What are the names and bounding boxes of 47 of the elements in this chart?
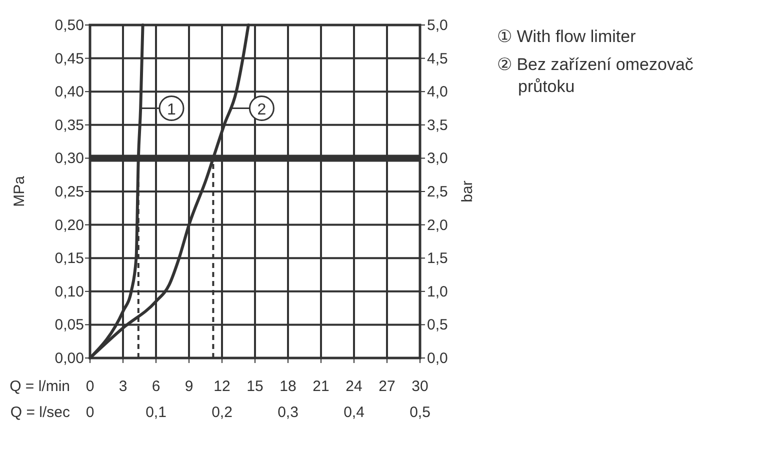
x2-tick-label: 0,1 bbox=[146, 404, 166, 421]
x-tick-label: 18 bbox=[280, 378, 296, 395]
y2-tick-label: 2,5 bbox=[427, 184, 448, 200]
y-tick-label: 0,05 bbox=[54, 316, 84, 334]
text: ② Bez zařízení omezovač průtoku bbox=[497, 55, 694, 96]
y2-tick-label: 4,0 bbox=[427, 84, 448, 101]
x-tick-label: 9 bbox=[184, 378, 194, 395]
y-tick-label: 0,10 bbox=[54, 283, 84, 300]
y-tick-label: 0,35 bbox=[54, 116, 84, 134]
annotation: 2 bbox=[257, 101, 266, 118]
y2-tick-label: 1,0 bbox=[427, 283, 448, 300]
x-tick-label: 21 bbox=[312, 378, 330, 395]
x2-tick-label: 0 bbox=[86, 404, 94, 421]
x-tick-label: 6 bbox=[152, 378, 160, 395]
y-tick-label: 0,50 bbox=[54, 17, 84, 34]
x-tick-label: 27 bbox=[378, 378, 396, 395]
y2-tick-label: 1,5 bbox=[427, 250, 448, 268]
x-tick-label: 0 bbox=[86, 378, 94, 395]
y2-axis-title: bar bbox=[459, 180, 476, 202]
x2-tick-label: 0,3 bbox=[278, 404, 298, 421]
x-tick-label: 30 bbox=[412, 378, 428, 395]
x2-tick-label: 0,4 bbox=[344, 404, 364, 421]
y-tick-label: 0,00 bbox=[54, 350, 84, 367]
y-tick-label: 0,20 bbox=[54, 216, 84, 234]
y-tick-label: 0,30 bbox=[54, 150, 84, 168]
x-tick-label: 15 bbox=[246, 378, 264, 395]
y-tick-label: 0,45 bbox=[54, 50, 84, 68]
y2-tick-label: 3,0 bbox=[427, 150, 448, 168]
y2-tick-label: 2,0 bbox=[427, 216, 448, 234]
annotation: 1 bbox=[167, 101, 176, 118]
x2-axis-title: Q = l/sec bbox=[10, 404, 70, 421]
y2-tick-label: 3,5 bbox=[427, 116, 448, 134]
x-tick-label: 3 bbox=[118, 378, 128, 395]
y-axis-title: MPa bbox=[11, 175, 28, 207]
y2-tick-label: 0,5 bbox=[427, 316, 448, 334]
x2-tick-label: 0,5 bbox=[410, 404, 430, 421]
y-tick-label: 0,40 bbox=[54, 84, 84, 101]
x-tick-label: 12 bbox=[214, 378, 230, 395]
y-tick-label: 0,15 bbox=[54, 250, 84, 268]
x-tick-label: 24 bbox=[346, 378, 362, 395]
text: ① With flow limiter bbox=[497, 27, 636, 46]
y2-tick-label: 4,5 bbox=[427, 50, 448, 68]
y-tick-label: 0,25 bbox=[54, 184, 84, 200]
x-axis-title: Q = l/min bbox=[10, 378, 70, 395]
y2-tick-label: 0,0 bbox=[427, 350, 448, 367]
y2-tick-label: 5,0 bbox=[427, 17, 448, 34]
x2-tick-label: 0,2 bbox=[212, 404, 232, 421]
